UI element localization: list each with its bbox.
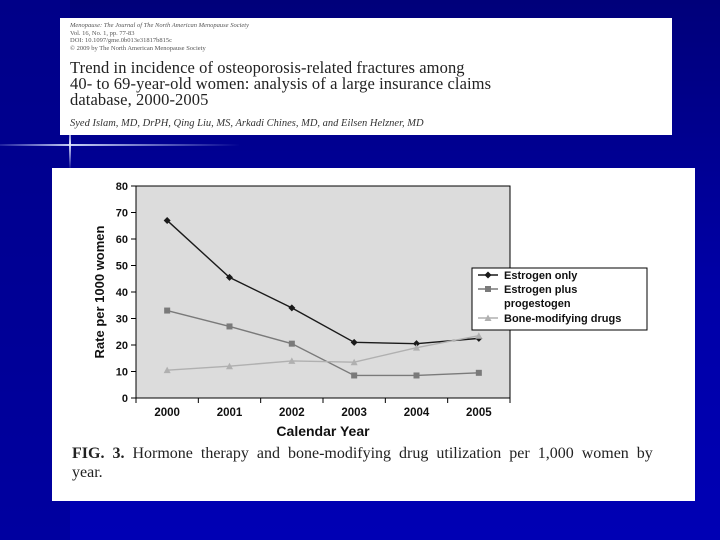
legend-label: progestogen <box>504 298 571 310</box>
x-tick-label: 2002 <box>279 407 305 419</box>
y-tick-label: 70 <box>116 208 128 220</box>
x-tick-label: 2001 <box>217 407 243 419</box>
series-2-point <box>351 372 358 379</box>
x-tick-label: 2005 <box>466 407 492 419</box>
legend-swatch-marker <box>485 286 491 292</box>
legend-swatch-marker <box>484 271 492 279</box>
x-axis-title: Calendar Year <box>276 423 370 438</box>
x-tick-label: 2003 <box>341 407 367 419</box>
series-3-point <box>226 362 233 370</box>
series-2-point <box>475 369 482 376</box>
y-axis-title: Rate per 1000 women <box>92 225 107 358</box>
series-2-point <box>164 307 171 314</box>
series-1-point <box>288 304 296 312</box>
series-2-point <box>226 323 233 330</box>
series-2-point <box>288 340 295 347</box>
decorative-horizontal-line <box>0 144 240 146</box>
y-tick-label: 0 <box>122 393 128 405</box>
series-2-point <box>413 372 420 379</box>
series-1-point <box>413 340 420 348</box>
y-tick-label: 80 <box>116 181 128 193</box>
series-3-point <box>413 344 420 351</box>
series-1-point <box>350 338 358 346</box>
journal-copyright: © 2009 by The North American Menopause S… <box>70 44 206 52</box>
paper-title-line: 40- to 69-year-old women: analysis of a … <box>70 74 492 94</box>
legend-label: Bone-modifying drugs <box>504 313 621 325</box>
series-line-1 <box>166 219 479 345</box>
series-3-point <box>288 357 296 364</box>
legend-label: Estrogen only <box>504 270 578 282</box>
y-tick-label: 40 <box>116 287 128 299</box>
legend-box <box>471 267 648 331</box>
plot-area <box>135 185 511 399</box>
series-3-point <box>475 332 483 339</box>
figure-caption-label: FIG. 3. <box>72 445 125 462</box>
paper-title-line: Trend in incidence of osteoporosis-relat… <box>70 58 465 78</box>
series-line-3 <box>167 335 479 371</box>
y-tick-label: 50 <box>116 261 128 273</box>
journal-name: Menopause: The Journal of The North Amer… <box>70 22 249 29</box>
paper-authors: Syed Islam, MD, DrPH, Qing Liu, MS, Arka… <box>70 118 424 130</box>
y-tick-label: 20 <box>116 340 128 352</box>
legend-label: Estrogen plus <box>504 284 577 296</box>
figure-caption: FIG. 3. Hormone therapy and bone-modifyi… <box>72 444 682 482</box>
series-3-point <box>350 358 358 366</box>
figure-panel: 0 10 20 30 40 50 60 70 80 2000 2001 2002 2003 2004 200… <box>52 168 695 501</box>
series-3-point <box>163 366 171 374</box>
legend-swatch-marker <box>484 314 492 321</box>
figure-caption-text: Hormone therapy and bone-modifying drug … <box>72 445 653 481</box>
line-chart: 0 10 20 30 40 50 60 70 80 2000 2001 2002 2003 2004 200… <box>92 181 648 438</box>
y-tick-label: 10 <box>116 367 128 379</box>
decorative-vertical-line <box>69 118 71 170</box>
x-tick-label: 2004 <box>404 407 430 419</box>
paper-title-line: database, 2000-2005 <box>70 90 209 110</box>
y-tick-label: 30 <box>116 314 128 326</box>
series-1-point <box>226 273 233 281</box>
x-tick-label: 2000 <box>154 407 180 419</box>
journal-volume: Vol. 16, No. 1, pp. 77-83 <box>70 29 135 37</box>
paper-title: Trend in incidence of osteoporosis-relat… <box>70 58 662 110</box>
y-tick-label: 60 <box>116 234 128 246</box>
paper-header-image: Menopause: The Journal of The North Amer… <box>60 18 672 135</box>
series-line-2 <box>166 309 479 377</box>
series-1-point <box>163 216 171 224</box>
journal-doi: DOI: 10.1097/gme.0b013e31817b815c <box>70 37 173 45</box>
